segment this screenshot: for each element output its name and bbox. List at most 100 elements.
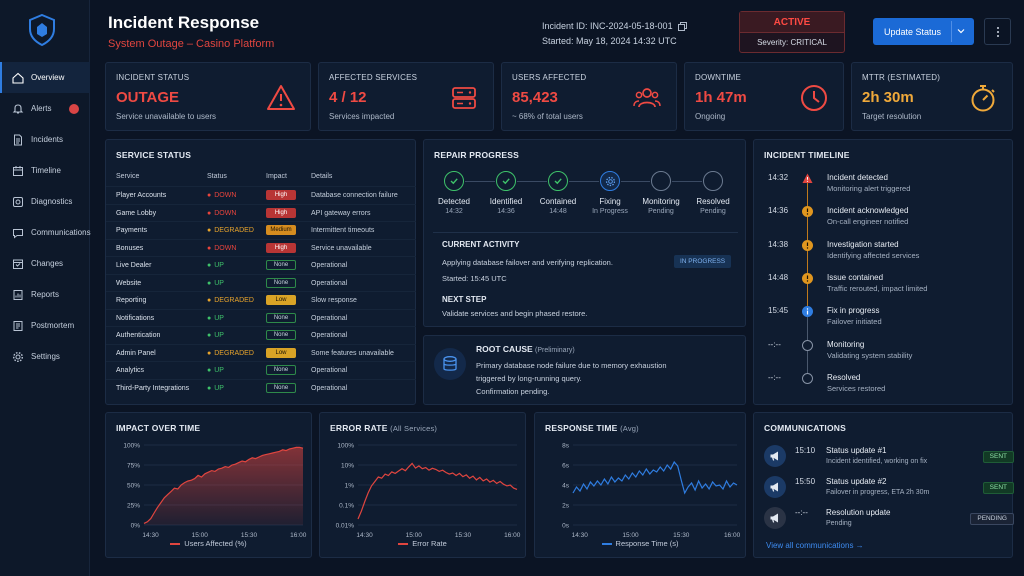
- service-details: API gateway errors: [311, 209, 371, 217]
- sidebar-item-settings[interactable]: Settings: [0, 341, 90, 372]
- chart-impact-over-time: IMPACT OVER TIME 0% 25% 50% 75% 100% 14:30 15:0…: [105, 412, 312, 558]
- root-cause-title: ROOT CAUSE (Preliminary): [476, 344, 575, 354]
- sidebar-nav: Overview Alerts Incidents Timeline Diagnosti…: [0, 62, 91, 372]
- step-name: Fixing: [599, 197, 621, 206]
- view-all-communications-link[interactable]: View all communications →: [766, 541, 864, 550]
- sidebar-item-overview[interactable]: Overview: [0, 62, 90, 93]
- event-time: --:--: [768, 372, 781, 382]
- sidebar-item-reports[interactable]: Reports: [0, 279, 90, 310]
- copy-icon[interactable]: [677, 21, 687, 31]
- page-title: Incident Response: [108, 13, 260, 32]
- step-connector: [569, 181, 599, 182]
- timeline-event[interactable]: 14:36 Incident acknowledged On-call engine…: [754, 206, 1024, 239]
- update-status-label: Update Status: [884, 26, 942, 37]
- gear-icon: [12, 351, 24, 363]
- timeline-event[interactable]: --:-- Monitoring Validating system stabili…: [754, 339, 1024, 373]
- service-details: Slow response: [311, 297, 357, 304]
- timeline-event[interactable]: --:-- Resolved Services restored: [754, 372, 1024, 406]
- impact-badge: None: [266, 365, 296, 375]
- home-icon: [12, 72, 24, 84]
- table-row[interactable]: Notifications ● UP None Operational: [106, 308, 416, 327]
- sidebar-item-changes[interactable]: Changes: [0, 248, 90, 279]
- alert-badge: [69, 103, 79, 114]
- clock-icon: [799, 83, 829, 113]
- event-subtitle: Traffic rerouted, impact limited: [827, 283, 928, 293]
- check-circle-icon: [444, 171, 464, 191]
- sidebar-item-communications[interactable]: Communications: [0, 217, 91, 248]
- status-dot-icon: ●: [207, 332, 212, 339]
- table-row[interactable]: Reporting ● DEGRADED Low Slow response: [106, 291, 416, 309]
- y-tick-label: 8s: [562, 443, 570, 450]
- table-row[interactable]: Bonuses ● DOWN High Service unavailable: [106, 238, 416, 257]
- kpi-users-affected: USERS AFFECTED 85,423 ~ 68% of total users: [501, 62, 677, 131]
- kpi-value: 2h 30m: [862, 89, 914, 106]
- sidebar-item-diagnostics[interactable]: Diagnostics: [0, 186, 90, 217]
- service-details: Operational: [311, 367, 348, 374]
- table-row[interactable]: Admin Panel ● DEGRADED Low Some features una…: [106, 343, 416, 362]
- chart-title: IMPACT OVER TIME: [116, 423, 200, 433]
- step-identified: Identified 14:36: [481, 171, 531, 215]
- series-area: [144, 447, 303, 525]
- timeline-event[interactable]: 15:45 Fix in progress Failover initiated: [754, 306, 1024, 339]
- table-row[interactable]: Analytics ● UP None Operational: [106, 361, 416, 379]
- sidebar-item-postmortem[interactable]: Postmortem: [0, 310, 90, 341]
- service-status-card: SERVICE STATUS Service Status Impact Detail…: [105, 139, 416, 405]
- series-line: [357, 462, 518, 520]
- sidebar-item-incidents[interactable]: Incidents: [0, 124, 90, 155]
- sidebar-item-label: Diagnostics: [31, 197, 73, 206]
- chart-title: ERROR RATE (All Services): [330, 423, 437, 433]
- communication-item[interactable]: 15:10 Status update #1 Incident identified…: [764, 445, 1014, 475]
- server-icon: [449, 83, 479, 113]
- communication-item[interactable]: --:-- Resolution update Pending PENDING: [764, 507, 1014, 537]
- more-options-button[interactable]: [984, 18, 1011, 45]
- step-detected: Detected 14:32: [429, 171, 479, 215]
- kpi-label: INCIDENT STATUS: [116, 73, 190, 82]
- table-row[interactable]: Third-Party Integrations ● UP None Operation…: [106, 378, 416, 397]
- timeline-event[interactable]: 14:38 Investigation started Identifying af…: [754, 239, 1024, 273]
- sidebar-item-alerts[interactable]: Alerts: [0, 93, 90, 124]
- current-activity-panel: CURRENT ACTIVITY Applying database failo…: [433, 232, 738, 322]
- communication-item[interactable]: 15:50 Status update #2 Failover in progres…: [764, 476, 1014, 506]
- legend-label: Response Time (s): [615, 539, 679, 548]
- impact-badge: Low: [266, 295, 296, 305]
- gear-icon: [600, 171, 620, 191]
- service-status: ● DEGRADED: [207, 227, 254, 234]
- kpi-label: USERS AFFECTED: [512, 73, 587, 82]
- chevron-down-icon[interactable]: [957, 27, 965, 35]
- status-text: UP: [214, 279, 224, 287]
- table-row[interactable]: Website ● UP None Operational: [106, 273, 416, 292]
- status-text: DOWN: [214, 209, 237, 217]
- service-status: ● UP: [207, 385, 224, 392]
- status-text: UP: [214, 332, 224, 339]
- status-text: DOWN: [214, 244, 237, 252]
- table-row[interactable]: Player Accounts ● DOWN High Database connect…: [106, 186, 416, 204]
- update-status-button[interactable]: Update Status: [873, 18, 974, 45]
- impact-badge: Low: [266, 347, 296, 358]
- service-details: Operational: [311, 262, 348, 269]
- root-cause-card: ROOT CAUSE (Preliminary) Primary databas…: [423, 335, 746, 405]
- empty-circle-icon: [703, 171, 723, 191]
- event-time: 14:38: [768, 239, 789, 249]
- step-time: Pending: [648, 208, 674, 215]
- timeline-event[interactable]: 14:32 Incident detected Monitoring alert t…: [754, 173, 1024, 206]
- event-title: Monitoring: [827, 339, 865, 349]
- service-details: Operational: [311, 314, 348, 322]
- sidebar-item-timeline[interactable]: Timeline: [0, 155, 90, 186]
- table-row[interactable]: Live Dealer ● UP None Operational: [106, 256, 416, 274]
- warning-icon: [266, 83, 296, 113]
- timeline-event[interactable]: 14:48 Issue contained Traffic rerouted, im…: [754, 272, 1024, 306]
- incident-id-text: Incident ID: INC-2024-05-18-001: [542, 21, 673, 31]
- table-row[interactable]: Game Lobby ● DOWN High API gateway errors: [106, 203, 416, 222]
- y-tick-label: 100%: [337, 443, 354, 450]
- y-tick-label: 50%: [127, 483, 140, 490]
- service-name: Game Lobby: [116, 209, 157, 217]
- table-row[interactable]: Authentication ● UP None Operational: [106, 326, 416, 344]
- chart-plot: 0.01% 0.1% 1% 10% 100% 14:30 15:00 15:30 16:00: [336, 443, 521, 540]
- repair-progress-card: REPAIR PROGRESS Detected 14:32 Identified 1…: [423, 139, 746, 327]
- event-time: --:--: [768, 339, 781, 349]
- table-row[interactable]: Payments ● DEGRADED Medium Intermittent time…: [106, 221, 416, 239]
- service-status: ● UP: [207, 315, 224, 322]
- service-status: ● UP: [207, 332, 224, 339]
- diagnostics-icon: [12, 196, 24, 208]
- report-icon: [12, 289, 24, 301]
